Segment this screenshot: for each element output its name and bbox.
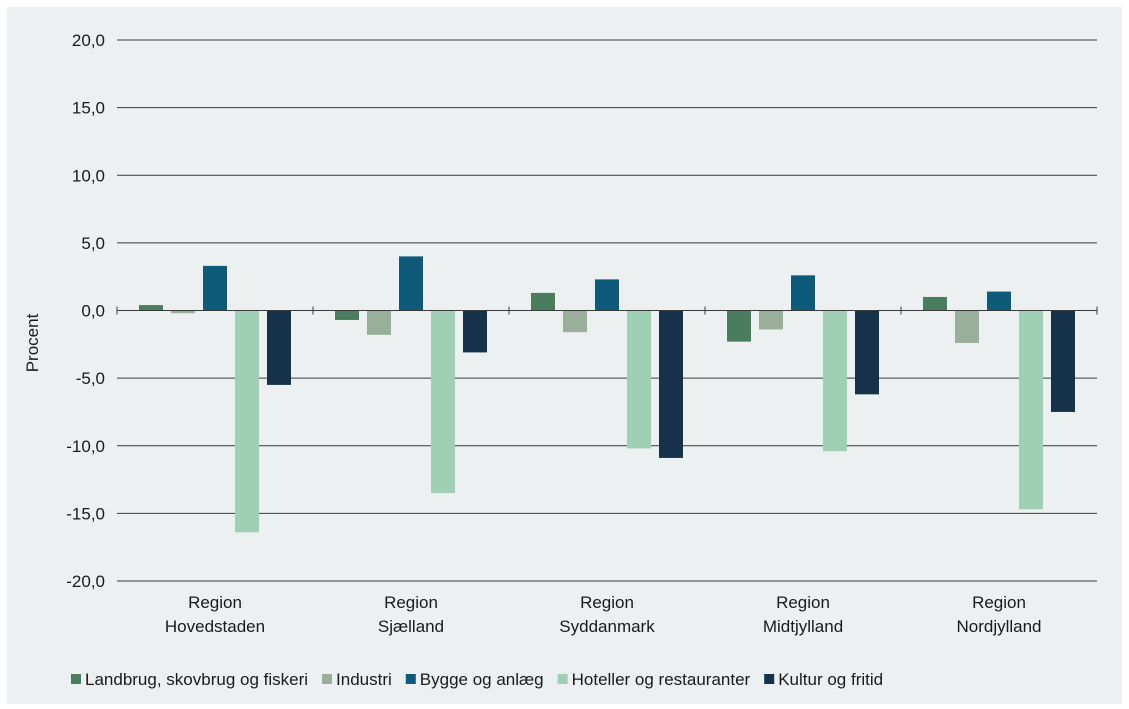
category-label: Region Nordjylland bbox=[956, 593, 1041, 636]
bar bbox=[595, 279, 619, 311]
legend-swatch bbox=[322, 674, 333, 684]
legend: Landbrug, skovbrug og fiskeri Industri Byg… bbox=[71, 670, 883, 689]
bar bbox=[627, 310, 651, 449]
bar bbox=[823, 310, 847, 452]
bar-chart: 20,0 15,0 10,0 5,0 0,0 -5,0 -10,0 -15,0 -20,0 Re… bbox=[23, 31, 1098, 689]
bar bbox=[955, 310, 979, 343]
y-tick-label: -20,0 bbox=[66, 572, 105, 591]
bar bbox=[335, 310, 359, 320]
legend-swatch bbox=[405, 674, 416, 684]
y-tick-label: -15,0 bbox=[66, 504, 105, 523]
legend-label: Bygge og anlæg bbox=[420, 670, 544, 689]
bar bbox=[659, 310, 683, 458]
bar bbox=[171, 310, 195, 314]
bar bbox=[267, 310, 291, 385]
bar bbox=[563, 310, 587, 333]
category-label-line: Hovedstaden bbox=[165, 617, 265, 636]
bar bbox=[367, 310, 391, 335]
category-label-line: Region bbox=[972, 593, 1026, 612]
legend-label: Kultur og fritid bbox=[778, 670, 883, 689]
category-label-line: Sjælland bbox=[378, 617, 444, 636]
bar bbox=[203, 265, 227, 311]
bar bbox=[791, 275, 815, 311]
bar bbox=[987, 291, 1011, 311]
y-tick-label: -5,0 bbox=[76, 369, 105, 388]
y-tick-label: 10,0 bbox=[72, 166, 105, 185]
y-tick-label: 5,0 bbox=[81, 234, 105, 253]
category-label: Region Midtjylland bbox=[763, 593, 843, 636]
bar bbox=[923, 296, 947, 311]
bar bbox=[855, 310, 879, 395]
bar bbox=[399, 256, 423, 311]
legend-label: Industri bbox=[336, 670, 392, 689]
category-label: Region Syddanmark bbox=[559, 593, 655, 636]
legend-swatch bbox=[557, 674, 568, 684]
category-label-line: Region bbox=[384, 593, 438, 612]
legend-swatch bbox=[71, 674, 81, 684]
category-label-line: Region bbox=[188, 593, 242, 612]
bars bbox=[139, 256, 1075, 533]
legend-swatch bbox=[764, 674, 775, 684]
bar bbox=[431, 310, 455, 494]
bar bbox=[1051, 310, 1075, 412]
category-label: Region Hovedstaden bbox=[165, 593, 265, 636]
y-axis-ticks: 20,0 15,0 10,0 5,0 0,0 -5,0 -10,0 -15,0 -20,0 bbox=[66, 31, 105, 591]
bar bbox=[235, 310, 259, 533]
bar bbox=[1019, 310, 1043, 510]
category-label-line: Region bbox=[580, 593, 634, 612]
x-axis-categories: Region Hovedstaden Region Sjælland Region Syd… bbox=[165, 593, 1042, 636]
y-axis-title: Procent bbox=[23, 313, 42, 372]
bar bbox=[727, 310, 751, 342]
y-tick-label: -10,0 bbox=[66, 437, 105, 456]
y-tick-label: 0,0 bbox=[81, 302, 105, 321]
bar bbox=[139, 305, 163, 311]
chart-frame: 20,0 15,0 10,0 5,0 0,0 -5,0 -10,0 -15,0 -20,0 Re… bbox=[7, 7, 1122, 704]
bar bbox=[463, 310, 487, 353]
category-label-line: Midtjylland bbox=[763, 617, 843, 636]
bar bbox=[759, 310, 783, 330]
bar bbox=[531, 292, 555, 311]
y-tick-label: 20,0 bbox=[72, 31, 105, 50]
category-label-line: Nordjylland bbox=[956, 617, 1041, 636]
category-label-line: Region bbox=[776, 593, 830, 612]
y-tick-label: 15,0 bbox=[72, 99, 105, 118]
category-label-line: Syddanmark bbox=[559, 617, 655, 636]
legend-label: Landbrug, skovbrug og fiskeri bbox=[85, 670, 308, 689]
x-axis bbox=[116, 306, 1098, 315]
legend-label: Hoteller og restauranter bbox=[572, 670, 751, 689]
category-label: Region Sjælland bbox=[378, 593, 444, 636]
